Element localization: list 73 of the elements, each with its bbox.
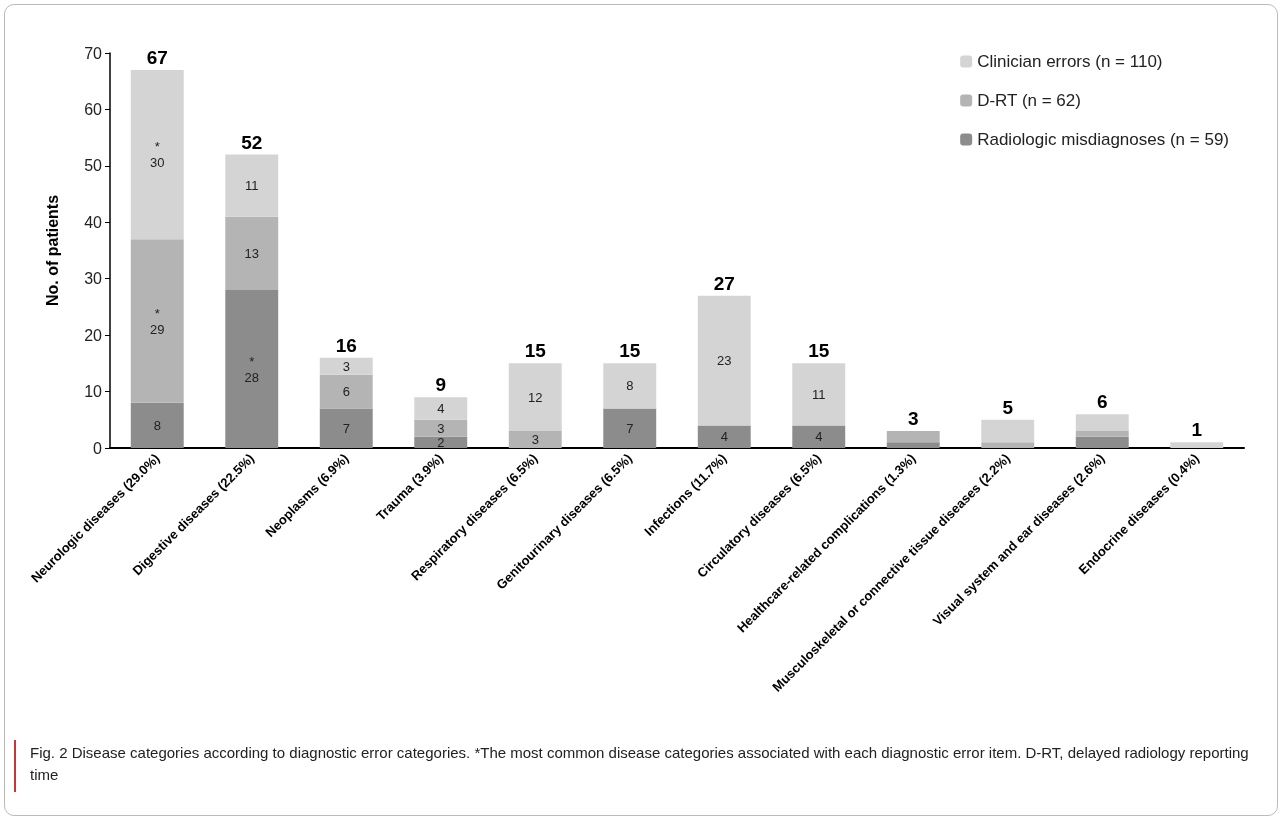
bar [130,239,184,403]
y-tick-label: 40 [84,213,103,231]
bar [225,290,279,448]
data-label: 11 [812,386,826,402]
total-label: 27 [713,272,735,294]
total-label: 6 [1096,391,1108,413]
total-label: 15 [808,340,830,362]
total-label: 3 [907,408,919,430]
total-label: 15 [524,340,547,362]
bar [319,374,373,409]
legend-label: Clinician errors (n = 110) [977,52,1163,71]
bar [792,425,846,448]
bar [981,442,1035,448]
bar [1075,414,1129,432]
bar [1075,436,1129,448]
bar [130,402,184,448]
bar [603,363,657,409]
caption: Fig. 2 Disease categories according to diagnostic error categories. *The most common disease categories associated with each diagnostic error item. D-RT, delayed radiology reporting time [30,743,1250,785]
bar [697,295,751,426]
total-label: 15 [619,340,641,362]
bar [508,431,562,448]
data-label: 4 [815,429,823,445]
data-label: 13 [244,245,259,261]
data-label: * 30 [150,139,165,171]
y-axis-title: No. of patients [43,194,61,307]
bar [414,436,468,448]
total-label: 5 [1002,396,1014,418]
data-label: 4 [437,401,445,416]
data-label: * 29 [150,305,165,337]
data-label: 3 [531,432,539,448]
data-label: 12 [528,389,543,405]
total-label: 1 [1191,419,1203,441]
bar [886,442,940,448]
data-label: 7 [342,420,350,436]
total-label: 9 [435,374,447,396]
bar [225,154,279,217]
bar [414,397,468,420]
legend-label: D-RT (n = 62) [977,91,1081,110]
bar [1075,431,1129,437]
bar [603,408,657,448]
data-label: 7 [626,420,634,436]
bar [319,357,373,375]
data-label: 4 [720,429,728,445]
data-label: 8 [626,378,634,394]
y-tick-label: 0 [93,439,103,457]
y-tick-label: 30 [84,270,103,288]
total-label: 67 [146,46,168,68]
data-label: 3 [342,358,350,374]
data-label: 11 [245,178,259,194]
y-tick-label: 70 [84,44,103,62]
data-label: * 28 [244,353,259,385]
bar [792,363,846,426]
bar [130,69,184,240]
y-tick-label: 10 [84,383,103,401]
bar [414,419,468,437]
bar [1170,442,1224,448]
total-label: 52 [241,131,263,153]
bar [508,363,562,432]
data-label: 23 [717,353,732,369]
y-tick-label: 50 [84,157,103,175]
data-label: 3 [437,420,445,436]
y-tick-label: 20 [84,326,103,344]
bar [319,408,373,448]
legend-label: Radiologic misdiagnoses (n = 59) [977,130,1230,149]
bar [697,425,751,448]
total-label: 16 [335,334,357,356]
data-label: 6 [342,384,350,400]
data-label: 2 [437,434,445,450]
bar [981,419,1035,443]
bar [886,431,940,443]
y-tick-label: 60 [84,100,103,118]
bar [225,216,279,290]
data-label: 8 [153,417,161,433]
